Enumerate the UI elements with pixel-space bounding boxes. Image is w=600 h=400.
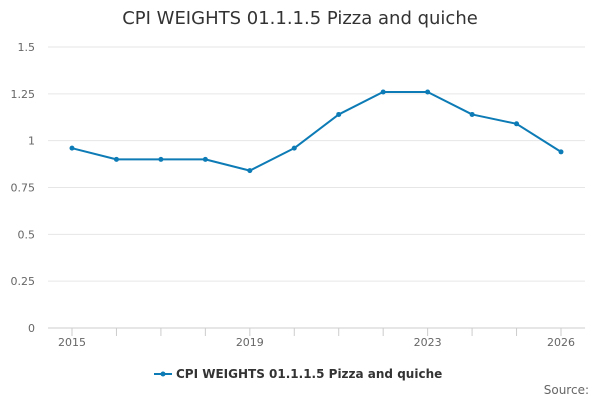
gridlines xyxy=(48,46,585,282)
axes: 0 0.25 0.5 0.75 1 1.25 1.5 2015 2019 2023 2026 xyxy=(11,41,585,349)
x-tick-label: 2019 xyxy=(236,336,264,349)
x-tick-label: 2026 xyxy=(547,336,575,349)
data-point xyxy=(558,149,564,155)
y-tick-label: 0.5 xyxy=(18,228,36,241)
y-tick-label: 1.5 xyxy=(18,41,36,54)
y-tick-label: 0.75 xyxy=(11,182,36,195)
y-tick-label: 1.25 xyxy=(11,88,36,101)
x-tick-label: 2023 xyxy=(414,336,442,349)
y-tick-label: 1 xyxy=(28,135,35,148)
data-point xyxy=(247,168,253,174)
data-point xyxy=(380,89,386,95)
x-tick-label: 2015 xyxy=(58,336,86,349)
data-point xyxy=(69,145,75,151)
series-layer xyxy=(69,89,564,174)
y-tick-label: 0 xyxy=(28,322,35,335)
legend-point-marker xyxy=(160,371,166,377)
data-point xyxy=(113,156,119,162)
data-point xyxy=(158,156,164,162)
source-label: Source: xyxy=(544,383,589,397)
y-tick-label: 0.25 xyxy=(11,275,36,288)
data-point xyxy=(336,111,342,117)
data-point xyxy=(291,145,297,151)
data-point xyxy=(202,156,208,162)
data-point xyxy=(425,89,431,95)
legend[interactable]: CPI WEIGHTS 01.1.1.5 Pizza and quiche xyxy=(154,367,442,381)
data-point xyxy=(469,111,475,117)
legend-label: CPI WEIGHTS 01.1.1.5 Pizza and quiche xyxy=(176,367,442,381)
series-line xyxy=(71,90,562,172)
data-point xyxy=(514,121,520,127)
chart-title: CPI WEIGHTS 01.1.1.5 Pizza and quiche xyxy=(122,8,478,29)
